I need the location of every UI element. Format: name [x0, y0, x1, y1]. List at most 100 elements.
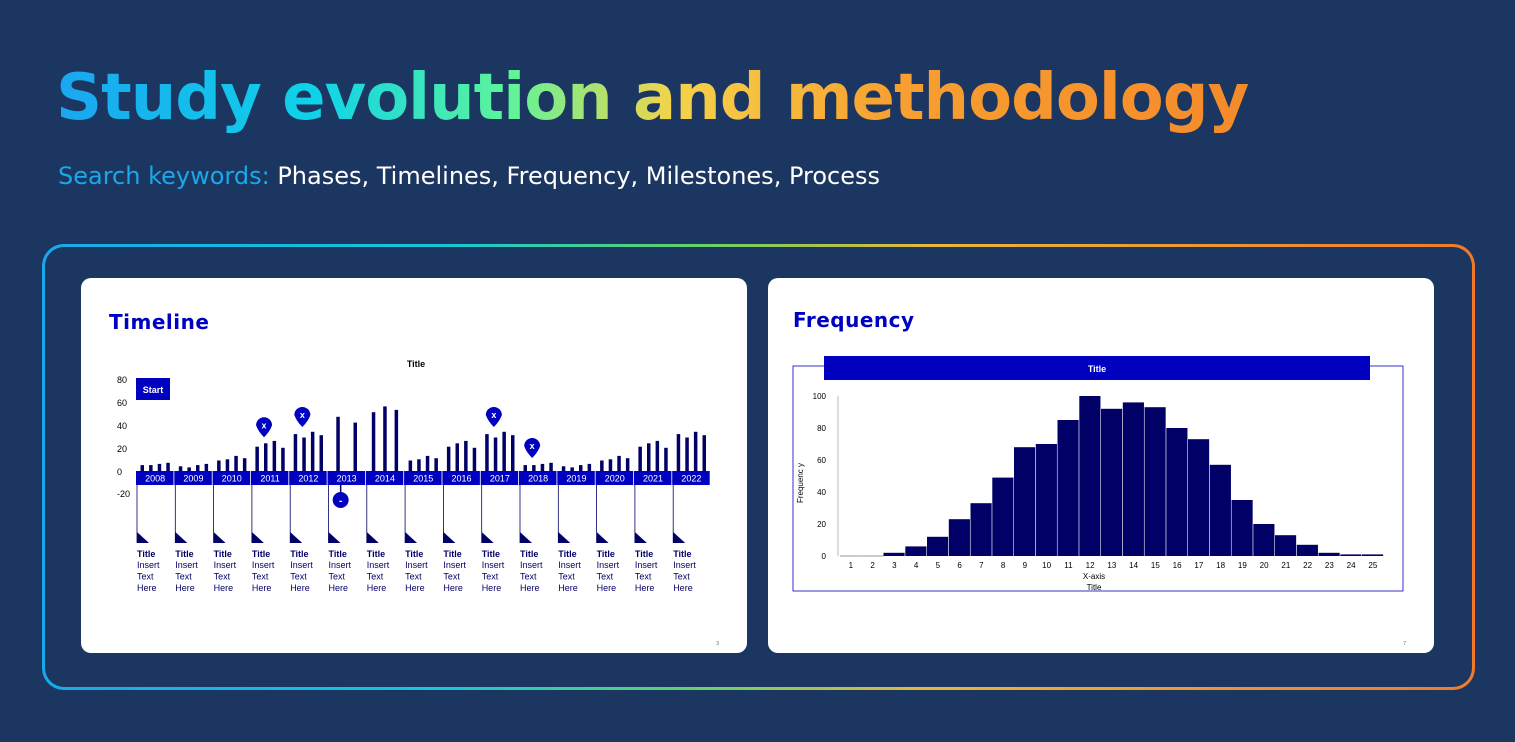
timeline-bar	[493, 437, 498, 472]
timeline-bar	[617, 455, 621, 472]
year-label: 2008	[145, 474, 165, 484]
milestone-text: Insert	[482, 560, 505, 570]
histogram-bar	[1035, 444, 1057, 556]
milestone-text: Text	[443, 572, 460, 582]
y-tick-label: 60	[117, 398, 127, 408]
timeline-bar	[408, 460, 413, 472]
timeline-bar	[523, 465, 527, 472]
year-band	[557, 471, 595, 485]
year-band	[633, 471, 672, 485]
timeline-bar	[532, 465, 536, 472]
y-tick-label: 80	[817, 424, 826, 433]
x-tick-label: 14	[1129, 561, 1138, 570]
timeline-bar	[149, 465, 153, 472]
year-label: 2018	[528, 474, 548, 484]
milestone-text: Text	[635, 572, 652, 582]
milestone-text: Insert	[558, 560, 581, 570]
timeline-bar	[446, 446, 451, 472]
milestone-text: Here	[443, 583, 463, 593]
x-tick-label: 24	[1347, 561, 1356, 570]
y-tick-label: 20	[117, 444, 127, 454]
milestone-text: Here	[673, 583, 693, 593]
timeline-bar	[336, 416, 340, 472]
milestone-text: Here	[635, 583, 655, 593]
milestone-flag	[443, 532, 456, 543]
milestone-text: Here	[175, 583, 195, 593]
timeline-bar	[217, 460, 221, 472]
milestone-text: Insert	[520, 560, 543, 570]
milestone-text: Insert	[214, 560, 237, 570]
milestone-title: Title	[290, 549, 308, 559]
timeline-bar	[234, 455, 238, 472]
milestone-title: Title	[673, 549, 691, 559]
timeline-bar	[434, 458, 438, 472]
timeline-bar	[272, 440, 277, 472]
timeline-bar	[225, 459, 230, 472]
milestone-title: Title	[214, 549, 232, 559]
milestone-text: Here	[558, 583, 578, 593]
milestone-flag	[405, 532, 418, 543]
milestone-title: Title	[329, 549, 347, 559]
milestone-text: Text	[482, 572, 499, 582]
timeline-bar	[178, 466, 183, 473]
milestone-text: Insert	[175, 560, 198, 570]
year-band	[595, 471, 634, 485]
milestone-title: Title	[597, 549, 615, 559]
timeline-card[interactable]: Timeline Title 80 60 40 20 0 -20 Start 2008 Title…	[81, 278, 747, 653]
timeline-bar	[472, 447, 477, 472]
milestone-text: Here	[405, 583, 425, 593]
x-tick-label: 19	[1238, 561, 1247, 570]
milestone-flag	[137, 532, 149, 543]
marker-symbol: x	[262, 420, 267, 430]
histogram-bar	[1340, 554, 1362, 556]
frequency-card[interactable]: Frequency Title 0 20 40 60 80 100 1 2 3 4 5 6 7 8 9 10 11…	[768, 278, 1434, 653]
milestone-text: Insert	[137, 560, 160, 570]
milestone-flag	[290, 532, 303, 543]
milestone-text: Text	[329, 572, 346, 582]
x-tick-label: 4	[914, 561, 919, 570]
year-band	[519, 471, 557, 485]
histogram-bar	[948, 519, 970, 556]
timeline-bar	[417, 459, 421, 472]
year-band	[136, 471, 174, 485]
year-label: 2022	[681, 474, 701, 484]
timeline-bar	[647, 443, 651, 473]
timeline-bar	[600, 460, 604, 472]
marker-symbol: x	[300, 410, 305, 420]
year-band	[404, 471, 442, 485]
milestone-text: Insert	[405, 560, 428, 570]
timeline-bar	[587, 463, 592, 472]
timeline-bar	[625, 458, 630, 472]
timeline-chart: Title806040200-20Start2008TitleInsertTex…	[117, 359, 710, 593]
frequency-heading: Frequency	[793, 308, 915, 332]
timeline-bar	[655, 440, 660, 472]
x-tick-label: 2	[870, 561, 875, 570]
histogram-bar	[1057, 420, 1079, 556]
timeline-bar	[196, 465, 200, 472]
x-tick-label: 10	[1042, 561, 1051, 570]
histogram-bar	[1079, 396, 1101, 556]
year-label: 2014	[375, 474, 395, 484]
y-tick-label: 100	[813, 392, 827, 401]
histogram-bar	[1253, 524, 1275, 556]
milestone-title: Title	[405, 549, 423, 559]
start-label: Start	[143, 385, 164, 395]
y-tick-label: 40	[117, 421, 127, 431]
timeline-bar	[310, 431, 315, 473]
timeline-bar	[570, 467, 574, 472]
x-axis-sublabel: Title	[1087, 583, 1102, 592]
milestone-marker	[332, 492, 349, 508]
year-label: 2009	[183, 474, 203, 484]
milestone-text: Here	[482, 583, 502, 593]
timeline-bar	[394, 409, 399, 472]
year-label: 2011	[260, 474, 279, 484]
year-band	[250, 471, 289, 485]
x-tick-label: 21	[1281, 561, 1290, 570]
milestone-text: Text	[175, 572, 192, 582]
milestone-text: Here	[520, 583, 540, 593]
start-badge	[136, 378, 170, 400]
milestone-text: Text	[520, 572, 537, 582]
y-tick-label: 80	[117, 375, 127, 385]
histogram-bar	[1188, 439, 1210, 556]
milestone-marker	[485, 406, 502, 427]
